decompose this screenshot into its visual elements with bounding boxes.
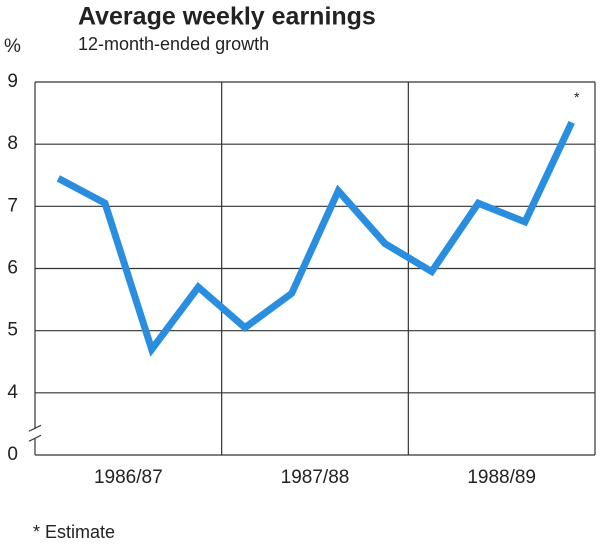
axis-break xyxy=(28,434,42,442)
y-tick-label: 8 xyxy=(7,133,18,154)
y-tick-label: 4 xyxy=(7,382,18,403)
chart-title: Average weekly earnings xyxy=(78,3,376,31)
y-tick-label: 0 xyxy=(7,444,18,465)
y-tick-label: 7 xyxy=(7,195,18,216)
y-tick-label: 9 xyxy=(7,71,18,92)
y-tick-label: 5 xyxy=(7,320,18,341)
chart-subtitle: 12-month-ended growth xyxy=(78,34,269,54)
x-tick-label: 1986/87 xyxy=(94,467,163,488)
x-tick-label: 1988/89 xyxy=(467,467,536,488)
axis-break xyxy=(28,424,42,432)
annotation: * xyxy=(574,89,580,105)
y-unit: % xyxy=(4,36,21,57)
x-tick-label: 1987/88 xyxy=(281,467,350,488)
data-line xyxy=(56,120,575,357)
footnote: * Estimate xyxy=(33,522,115,542)
y-tick-label: 6 xyxy=(7,258,18,279)
